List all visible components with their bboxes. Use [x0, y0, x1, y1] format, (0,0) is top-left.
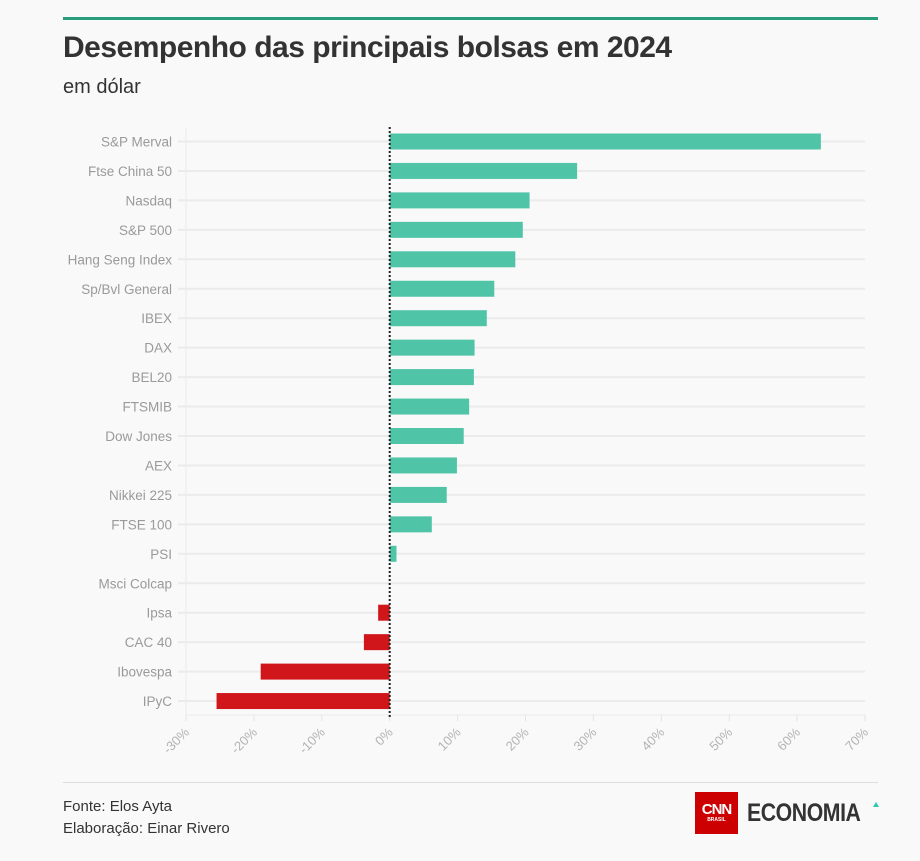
- cnn-logo-subtext: BRASIL: [707, 817, 726, 823]
- category-label: IBEX: [141, 311, 172, 326]
- economia-logo-text: ECONOMIA: [747, 798, 861, 827]
- category-label: PSI: [150, 547, 172, 562]
- category-label: Sp/Bvl General: [81, 282, 172, 297]
- bar-sp-bvl-general: [389, 280, 495, 297]
- x-tick-label: -20%: [228, 724, 260, 756]
- x-tick-label: 30%: [571, 724, 600, 753]
- bar-dax: [389, 339, 475, 356]
- chart-subtitle: em dólar: [63, 76, 141, 98]
- x-tick-label: 20%: [503, 724, 532, 753]
- cnn-logo-text: CNN: [701, 801, 732, 818]
- bar-ftsmib: [389, 398, 470, 415]
- footer-divider: [63, 782, 878, 783]
- bar-hang-seng-index: [389, 251, 516, 268]
- category-label: IPyC: [143, 694, 173, 709]
- x-tick-label: 40%: [638, 724, 667, 753]
- bar-s-p-merval: [389, 133, 821, 150]
- category-label: Nasdaq: [125, 193, 172, 208]
- bar-ftse-china-50: [389, 162, 578, 179]
- category-label: DAX: [144, 341, 172, 356]
- x-tick-label: 50%: [706, 724, 735, 753]
- bar-ibovespa: [260, 663, 390, 680]
- category-label: Msci Colcap: [98, 576, 172, 591]
- bar-aex: [389, 457, 457, 474]
- category-label: CAC 40: [125, 635, 172, 650]
- category-label: Ipsa: [146, 606, 172, 621]
- bar-chart: S&P Merval Ftse China 50 Nasdaq S&P 500 Hang…: [68, 127, 871, 757]
- bar-ibex: [389, 310, 487, 327]
- x-tick-label: 0%: [372, 724, 396, 748]
- author-text: Elaboração: Einar Rivero: [63, 820, 230, 837]
- category-label: AEX: [145, 458, 172, 473]
- category-label: Hang Seng Index: [68, 252, 173, 267]
- cnn-brasil-logo: CNN BRASIL: [695, 792, 738, 834]
- category-label: Dow Jones: [105, 429, 172, 444]
- bar-cac-40: [363, 634, 390, 651]
- x-tick-label: 70%: [842, 724, 871, 753]
- bar-psi: [389, 545, 397, 562]
- bar-bel20: [389, 369, 474, 386]
- bar-ftse-100: [389, 516, 432, 533]
- x-tick-label: -30%: [160, 724, 192, 756]
- bar-nasdaq: [389, 192, 530, 209]
- source-text: Fonte: Elos Ayta: [63, 798, 172, 815]
- category-label: BEL20: [131, 370, 172, 385]
- category-label: FTSE 100: [111, 517, 172, 532]
- category-label: FTSMIB: [123, 400, 173, 415]
- category-label: Ftse China 50: [88, 164, 172, 179]
- bar-dow-jones: [389, 428, 464, 444]
- bar-ipyc: [216, 693, 390, 710]
- x-tick-label: -10%: [296, 724, 328, 756]
- category-label: S&P 500: [119, 223, 172, 238]
- bar-nikkei-225: [389, 486, 447, 503]
- category-label: S&P Merval: [101, 135, 172, 150]
- top-accent-line: [63, 17, 878, 20]
- footer-credits: Fonte: Elos Ayta Elaboração: Einar River…: [63, 796, 230, 840]
- x-tick-label: 10%: [435, 724, 464, 753]
- category-label: Nikkei 225: [109, 488, 172, 503]
- cnn-economia-logo: CNN BRASIL ECONOMIA: [695, 792, 881, 834]
- bar-s-p-500: [389, 221, 523, 238]
- x-tick-label: 60%: [774, 724, 803, 753]
- economia-accent-triangle-icon: [873, 802, 879, 807]
- chart-title: Desempenho das principais bolsas em 2024: [63, 31, 672, 64]
- bar-ipsa: [378, 604, 390, 621]
- category-label: Ibovespa: [117, 665, 172, 680]
